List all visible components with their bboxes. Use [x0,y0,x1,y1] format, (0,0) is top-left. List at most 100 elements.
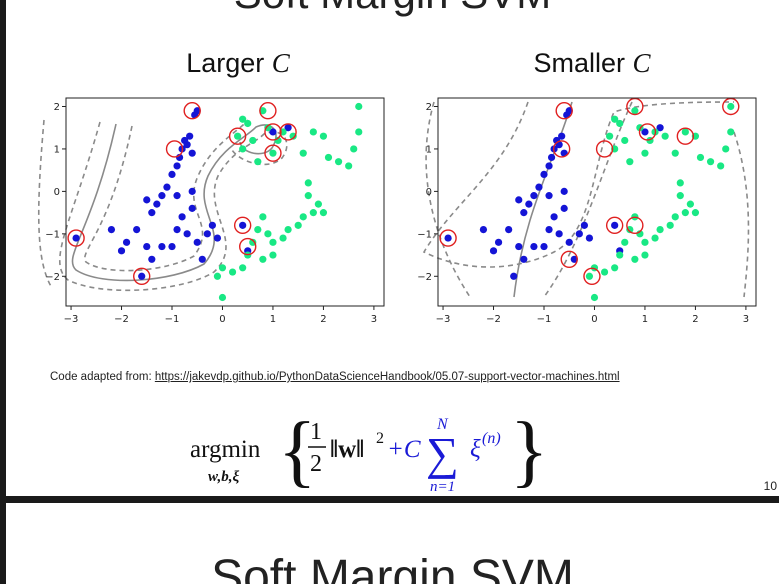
data-point-class-b [681,209,689,217]
sum-upper-limit: N [436,416,449,433]
data-point-class-a [138,272,146,280]
data-point-class-b [324,153,333,162]
data-point-class-b [269,238,277,246]
data-point-class-b [239,115,247,123]
page-number: 10 [763,479,777,493]
data-point-class-a [545,162,553,170]
data-point-class-b [304,179,312,187]
data-point-class-b [244,119,252,128]
data-point-class-b [249,238,257,246]
data-point-class-b [727,128,735,136]
data-point-class-b [249,136,257,145]
data-point-class-b [239,264,247,272]
source-credit: Code adapted from: https://jakevdp.githu… [50,371,620,383]
data-point-class-b [727,102,735,111]
data-point-class-a [188,149,196,157]
x-tick-label: −2 [114,314,129,325]
support-vector-ring [595,140,614,158]
data-point-class-a [555,230,563,238]
data-point-class-b [706,158,715,166]
support-vector-ring [259,102,277,120]
margin-line [425,101,471,298]
data-point-class-b [671,213,679,221]
panel-title-var: C [632,48,651,78]
data-point-class-b [264,124,272,132]
data-point-class-b [309,128,317,136]
data-point-class-a [133,225,141,234]
data-point-class-a [515,196,523,204]
data-point-class-b [631,107,639,115]
data-point-class-a [188,204,196,212]
data-point-class-b [309,209,317,217]
data-point-class-a [515,242,523,251]
data-point-class-b [254,158,262,166]
x-tick-label: −1 [165,314,180,325]
data-point-class-b [686,200,694,208]
data-point-class-a [565,238,573,246]
data-point-class-a [570,255,578,263]
data-point-class-a [122,238,131,246]
scatter-plot-larger-c: −3 −2 −1 0 1 2 3 −2 −1 0 1 2 [37,97,385,325]
scatter-marks [67,102,363,302]
data-point-class-a [444,234,452,242]
norm-term: ‖w‖ [330,436,364,463]
data-point-class-a [525,200,533,208]
data-point-class-b [264,230,272,238]
data-point-class-b [656,225,664,234]
data-point-class-b [722,145,730,153]
data-point-class-a [193,238,201,246]
data-point-class-b [289,132,297,140]
credit-link[interactable]: https://jakevdp.github.io/PythonDataScie… [154,371,620,383]
support-vector-ring [183,102,201,120]
data-point-class-b [696,153,705,162]
data-point-class-b [717,162,725,170]
x-tick-label: 1 [642,314,648,325]
x-tick-label: −2 [486,314,501,325]
data-point-class-a [198,255,206,263]
previous-slide-title: Soft Margin SVM [6,0,779,18]
slide-next: Soft Margin SVM [6,503,779,584]
norm-exponent: 2 [376,430,384,447]
data-point-class-b [616,251,624,259]
y-tick-label: 0 [54,187,60,198]
support-vector-ring [133,267,151,285]
data-point-class-a [72,234,80,242]
data-point-class-a [186,132,194,140]
support-vector-ring [439,229,457,247]
data-point-class-a [173,225,181,234]
support-vector-ring [560,250,578,269]
data-point-class-b [218,264,227,272]
margin-line [422,101,735,268]
x-tick-label: −1 [537,314,552,325]
margin-line [37,119,53,289]
data-point-class-b [239,145,247,153]
data-point-class-a [535,183,543,191]
data-point-class-a [148,209,156,217]
data-point-class-b [304,192,312,200]
data-point-class-a [641,128,649,136]
data-point-class-a [158,242,166,251]
data-point-class-a [168,242,176,251]
support-vector-ring [67,229,85,247]
x-tick-label: −3 [64,314,79,325]
support-vector-ring [228,127,247,145]
x-tick-label: 3 [743,314,749,325]
data-point-class-b [334,158,343,166]
argmin-subscript: w,b,ξ [208,469,239,485]
data-point-class-b [590,293,599,302]
panel-title-var: C [271,48,290,78]
data-point-class-a [558,132,566,140]
margin-line [543,101,633,298]
data-point-class-a [547,153,556,162]
data-point-class-a [520,209,528,217]
y-tick-label: 2 [54,102,60,113]
data-point-class-b [600,268,609,276]
data-point-class-b [676,179,684,187]
support-vector-ring [605,216,624,235]
data-point-class-b [213,272,222,280]
data-point-class-a [505,225,513,234]
data-point-class-a [208,221,216,229]
data-point-class-b [234,132,242,140]
data-point-class-b [611,264,619,272]
data-point-class-a [239,221,247,229]
